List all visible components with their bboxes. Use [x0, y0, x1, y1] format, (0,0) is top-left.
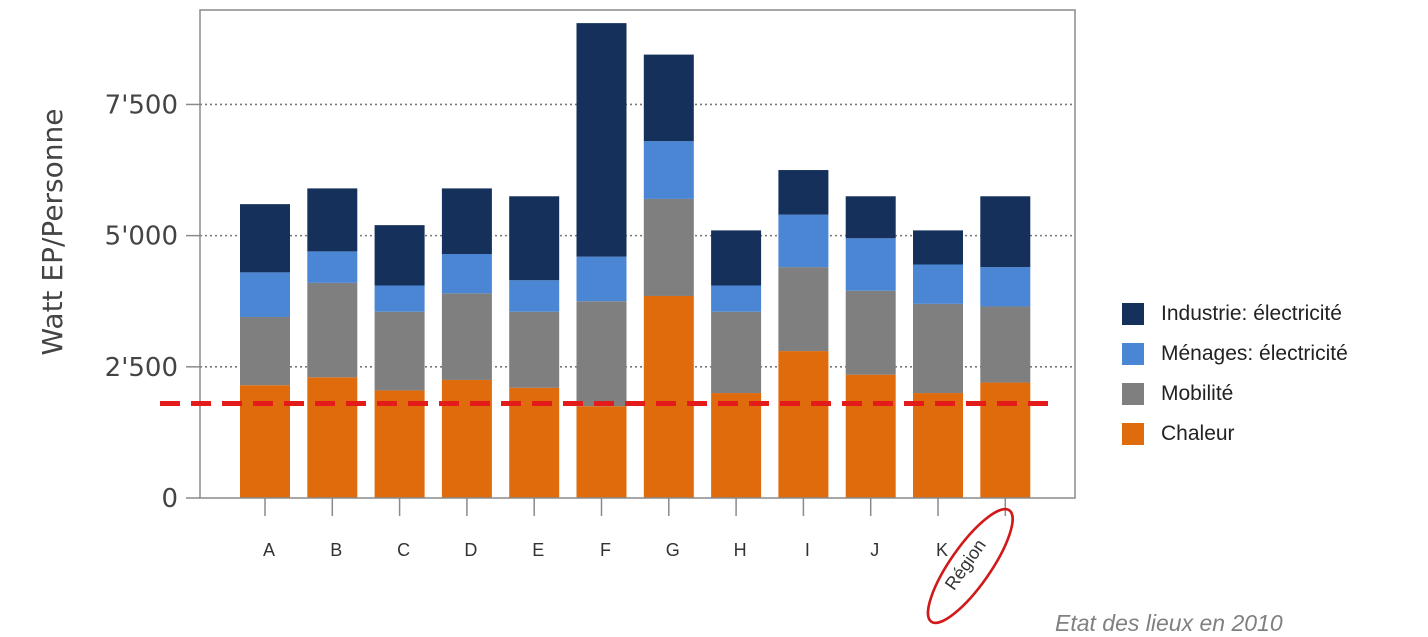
- bar-e-2: [509, 280, 560, 312]
- bar-f-3: [576, 23, 627, 257]
- legend-swatch-chaleur: [1122, 423, 1144, 445]
- x-tick-label-c: C: [397, 540, 410, 560]
- bar-a-2: [240, 272, 290, 317]
- legend-label-industrie: Industrie: électricité: [1161, 302, 1342, 325]
- x-tick-label-d: D: [464, 540, 477, 560]
- bar-e-1: [509, 311, 560, 388]
- legend-item-mobilite: Mobilité: [1122, 380, 1348, 408]
- y-axis-label: Watt EP/Personne: [36, 109, 69, 356]
- plot-frame: [199, 9, 1076, 499]
- bar-g-2: [643, 141, 694, 199]
- bar-région-1: [980, 306, 1031, 383]
- y-tick-label-0: 0: [161, 484, 178, 514]
- bar-k-3: [913, 230, 963, 265]
- bar-a-1: [240, 316, 290, 386]
- legend-label-menages: Ménages: électricité: [1161, 342, 1348, 365]
- bar-i-1: [778, 267, 829, 352]
- bar-j-1: [845, 290, 896, 375]
- bar-f-0: [576, 406, 627, 498]
- bar-b-1: [307, 282, 358, 378]
- bar-c-1: [374, 311, 425, 391]
- bar-c-0: [374, 390, 425, 498]
- bar-h-1: [711, 311, 762, 394]
- footnote: Etat des lieux en 2010: [1055, 610, 1283, 636]
- bar-g-1: [643, 198, 694, 296]
- bar-e-3: [509, 196, 560, 281]
- bar-d-2: [441, 254, 492, 294]
- x-tick-label-h: H: [734, 540, 747, 560]
- bar-i-2: [778, 214, 829, 268]
- y-tick-label-3: 7'500: [105, 90, 178, 120]
- legend-label-mobilite: Mobilité: [1161, 382, 1234, 405]
- bar-h-2: [711, 285, 762, 312]
- bar-e-0: [509, 387, 560, 498]
- bar-région-0: [980, 382, 1031, 498]
- y-tick-label-1: 2'500: [105, 353, 178, 383]
- bar-c-3: [374, 225, 425, 286]
- bar-b-2: [307, 251, 358, 283]
- bar-d-1: [441, 293, 492, 380]
- x-tick-label-i: I: [805, 540, 810, 560]
- bar-région-3: [980, 196, 1031, 268]
- bar-j-2: [845, 238, 896, 291]
- bar-j-0: [845, 374, 896, 498]
- x-tick-label-g: G: [666, 540, 680, 560]
- bar-b-0: [307, 377, 358, 498]
- bar-région-2: [980, 267, 1031, 307]
- bar-c-2: [374, 285, 425, 312]
- bar-h-0: [711, 393, 762, 498]
- legend-swatch-menages: [1122, 343, 1144, 365]
- bars: [240, 23, 1031, 498]
- x-tick-label-b: B: [330, 540, 342, 560]
- legend-item-menages: Ménages: électricité: [1122, 340, 1348, 368]
- legend-item-chaleur: Chaleur: [1122, 420, 1348, 448]
- legend-swatch-industrie: [1122, 303, 1144, 325]
- legend-item-industrie: Industrie: électricité: [1122, 300, 1348, 328]
- bar-d-3: [441, 188, 492, 254]
- x-tick-label-f: F: [600, 540, 611, 560]
- bar-f-2: [576, 256, 627, 302]
- bar-i-3: [778, 170, 829, 215]
- x-tick-label-a: A: [263, 540, 275, 560]
- bar-d-0: [441, 379, 492, 498]
- y-tick-label-2: 5'000: [105, 222, 178, 252]
- legend-label-chaleur: Chaleur: [1161, 422, 1235, 445]
- bar-k-1: [913, 303, 963, 394]
- bar-j-3: [845, 196, 896, 239]
- tick-labels: 0 2'500 5'000 7'500 Watt EP/Personne A B C D E F G H…: [36, 90, 990, 593]
- legend-swatch-mobilite: [1122, 383, 1144, 405]
- bar-h-3: [711, 230, 762, 286]
- axes: [186, 9, 1076, 516]
- highlight-group: [926, 507, 1014, 625]
- bar-a-3: [240, 204, 290, 273]
- x-tick-label-e: E: [532, 540, 544, 560]
- bar-b-3: [307, 188, 358, 252]
- highlight-ellipse: [926, 507, 1014, 625]
- bar-g-0: [643, 295, 694, 498]
- bar-k-0: [913, 393, 963, 498]
- x-tick-label-k: K: [936, 540, 948, 560]
- bar-f-1: [576, 301, 627, 407]
- x-tick-label-j: J: [870, 540, 879, 560]
- bar-i-0: [778, 351, 829, 498]
- legend: Industrie: électricité Ménages: électric…: [1122, 300, 1348, 460]
- bar-g-3: [643, 54, 694, 142]
- bar-k-2: [913, 264, 963, 304]
